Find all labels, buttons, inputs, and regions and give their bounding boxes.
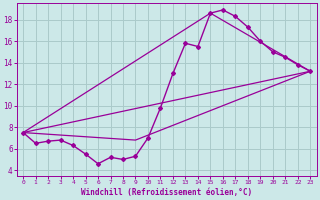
- X-axis label: Windchill (Refroidissement éolien,°C): Windchill (Refroidissement éolien,°C): [81, 188, 252, 197]
